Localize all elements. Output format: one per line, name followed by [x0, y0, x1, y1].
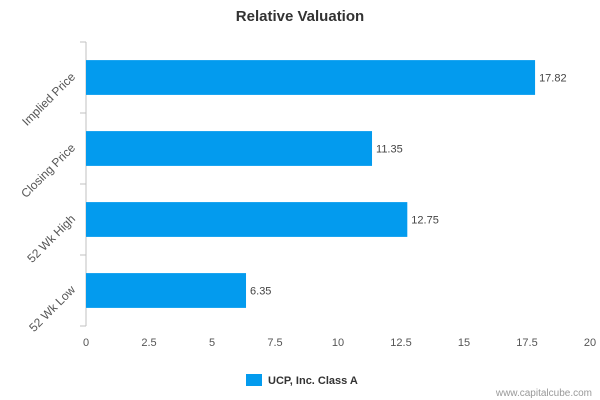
legend-swatch [246, 374, 262, 386]
category-label: Closing Price [18, 140, 78, 200]
category-label: 52 Wk Low [26, 282, 78, 334]
bar[interactable] [86, 202, 408, 237]
bar[interactable] [86, 131, 373, 166]
x-tick-label: 12.5 [390, 337, 411, 349]
data-label: 17.82 [539, 73, 567, 85]
legend[interactable]: UCP, Inc. Class A [246, 374, 358, 387]
x-tick-label: 2.5 [141, 337, 156, 349]
x-tick-label: 17.5 [516, 337, 537, 349]
x-tick-label: 5 [209, 337, 215, 349]
bar[interactable] [86, 273, 247, 308]
x-tick-label: 0 [83, 337, 89, 349]
data-label: 6.35 [250, 286, 271, 298]
credit-text: www.capitalcube.com [495, 388, 592, 399]
category-label: 52 Wk High [24, 212, 78, 266]
bar[interactable] [86, 60, 536, 95]
data-label: 11.35 [376, 144, 403, 156]
x-tick-label: 7.5 [267, 337, 282, 349]
data-label: 12.75 [411, 215, 439, 227]
category-label: Implied Price [19, 69, 78, 128]
x-tick-label: 10 [332, 337, 344, 349]
legend-label: UCP, Inc. Class A [268, 375, 358, 387]
x-tick-label: 15 [458, 337, 470, 349]
x-tick-label: 20 [584, 337, 596, 349]
chart-title: Relative Valuation [236, 8, 364, 25]
